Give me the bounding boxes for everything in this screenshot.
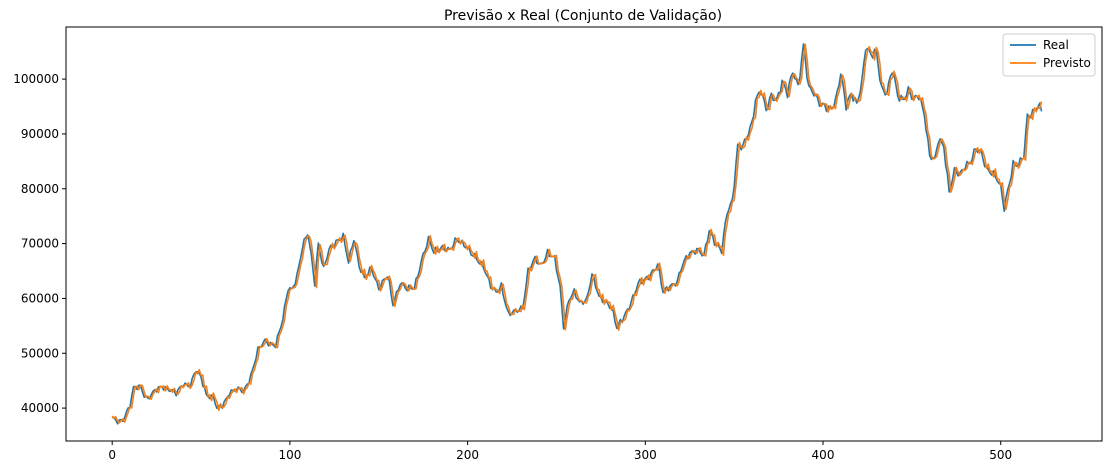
- series-line-previsto: [111, 43, 1043, 424]
- y-tick-label: 50000: [21, 346, 59, 360]
- legend-label-previsto: Previsto: [1043, 56, 1091, 70]
- x-tick-label: 200: [456, 448, 479, 462]
- y-tick-label: 60000: [21, 291, 59, 305]
- y-axis: 40000 50000 60000 70000 80000 90000 100000: [13, 72, 66, 415]
- x-tick-label: 500: [989, 448, 1012, 462]
- x-tick-label: 100: [278, 448, 301, 462]
- chart-title: Previsão x Real (Conjunto de Validação): [444, 8, 722, 24]
- y-tick-label: 90000: [21, 127, 59, 141]
- legend-label-real: Real: [1043, 38, 1069, 52]
- y-tick-label: 70000: [21, 237, 59, 251]
- series-line-real: [111, 43, 1043, 425]
- plot-area: [111, 43, 1043, 425]
- y-tick-label: 80000: [21, 182, 59, 196]
- x-tick-label: 300: [634, 448, 657, 462]
- x-axis: 0 100 200 300 400 500: [108, 441, 1012, 462]
- y-tick-label: 100000: [13, 72, 59, 86]
- plot-frame: [65, 26, 1103, 442]
- legend: Real Previsto: [1002, 33, 1096, 77]
- x-tick-label: 0: [108, 448, 116, 462]
- x-tick-label: 400: [812, 448, 835, 462]
- y-tick-label: 40000: [21, 401, 59, 415]
